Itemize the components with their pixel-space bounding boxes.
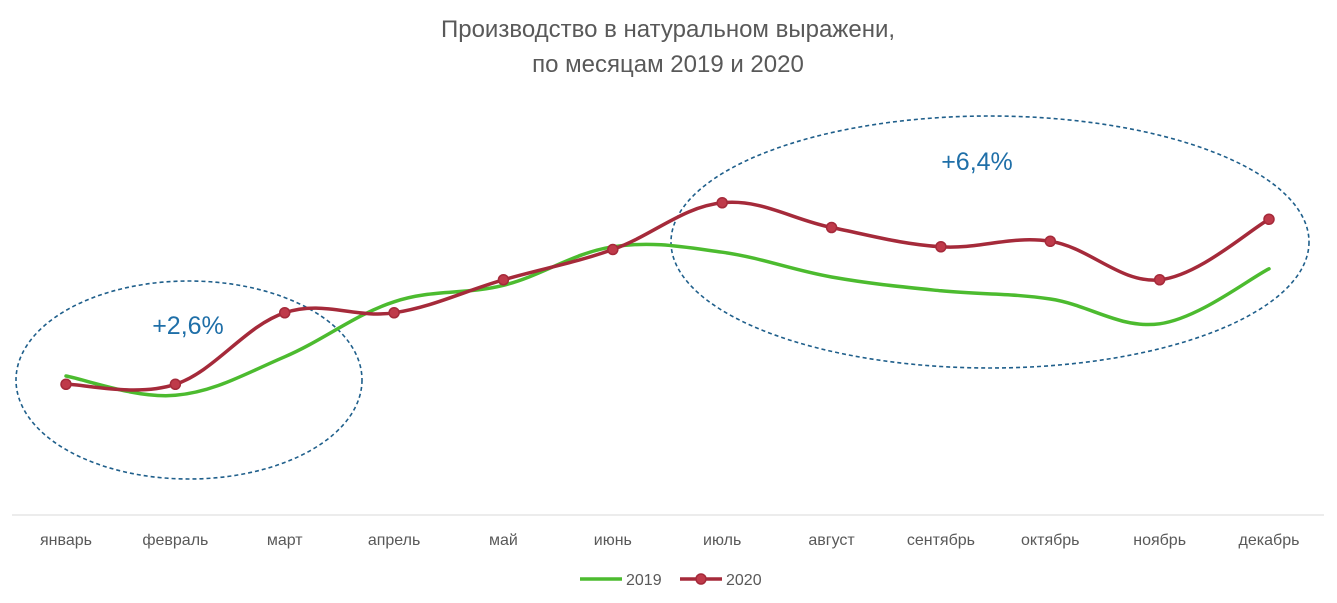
- chart-subtitle: по месяцам 2019 и 2020: [532, 51, 804, 78]
- series-2019: [64, 242, 1271, 398]
- data-point-2020-3: [388, 307, 400, 319]
- legend-item-2020: 2020: [680, 572, 762, 589]
- data-point-2020-11: [1263, 213, 1275, 225]
- data-point-2020-2: [278, 307, 291, 319]
- legend-marker-2020: [695, 573, 707, 585]
- x-tick-label: июнь: [594, 532, 632, 549]
- data-point-2020-5: [607, 243, 619, 256]
- x-tick-label: май: [489, 532, 518, 549]
- x-tick-label: ноябрь: [1133, 532, 1186, 549]
- series-layer: [60, 197, 1275, 398]
- data-point-2020-10: [1153, 274, 1166, 286]
- legend-label-2020: 2020: [726, 572, 762, 589]
- series-2020: [60, 197, 1275, 392]
- chart-title: Производство в натуральном выражени,: [441, 16, 895, 43]
- annotation-ellipse-1: [15, 280, 363, 480]
- x-tick-label: август: [808, 532, 855, 549]
- x-tick-label: октябрь: [1021, 532, 1079, 549]
- x-tick-label: июль: [703, 532, 741, 549]
- data-point-2020-8: [935, 241, 947, 253]
- x-tick-label: сентябрь: [907, 532, 975, 549]
- data-point-2020-0: [60, 378, 72, 390]
- x-tick-label: март: [267, 532, 303, 549]
- legend-item-2019: 2019: [580, 572, 662, 589]
- series-line-2020: [64, 200, 1271, 392]
- annotations-layer: +2,6% +6,4%: [15, 115, 1310, 480]
- x-tick-label: апрель: [368, 532, 421, 549]
- data-point-2020-7: [825, 221, 838, 234]
- series-line-2019: [64, 242, 1271, 398]
- legend-label-2019: 2019: [626, 572, 662, 589]
- data-point-2020-9: [1044, 235, 1057, 247]
- data-point-2020-1: [169, 378, 182, 390]
- legend: 2019 2020: [580, 572, 762, 589]
- data-point-2020-6: [716, 197, 728, 209]
- annotation-label-2: +6,4%: [941, 148, 1013, 176]
- x-tick-label: январь: [40, 532, 92, 549]
- annotation-label-1: +2,6%: [152, 312, 224, 340]
- x-tick-label: февраль: [142, 532, 208, 549]
- x-tick-labels: январь февраль март апрель май июнь июль август…: [40, 532, 1299, 549]
- x-tick-label: декабрь: [1239, 532, 1300, 549]
- annotation-ellipse-2: [670, 115, 1310, 369]
- data-point-2020-4: [497, 274, 510, 286]
